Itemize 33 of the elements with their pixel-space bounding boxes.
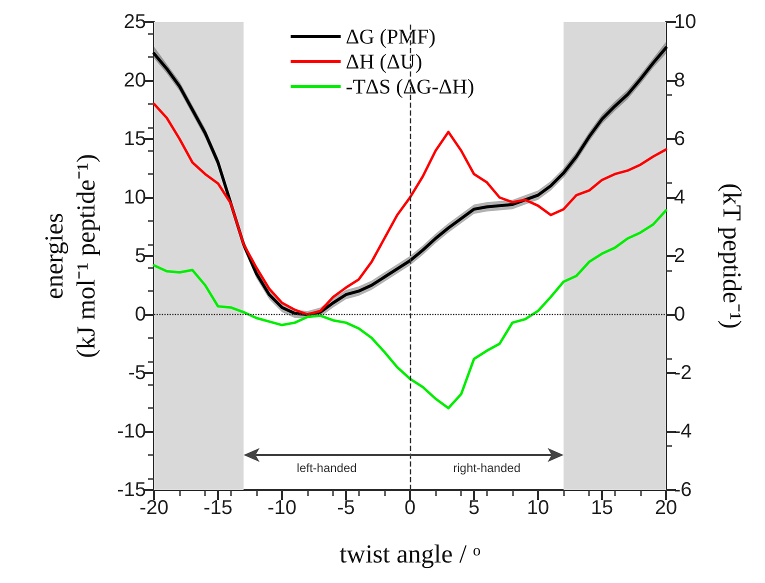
y2-axis-title: (kT peptide⁻¹)	[718, 183, 746, 329]
y-axis-title: energies (kJ mol⁻¹ peptide⁻¹)	[40, 154, 100, 358]
y-tick-label: -5	[128, 362, 146, 384]
legend-label: ΔH (ΔU)	[346, 50, 422, 74]
y2-tick-label: 2	[674, 245, 686, 267]
annotation: left-handed	[296, 461, 357, 475]
annotation: right-handed	[453, 461, 520, 475]
y-tick-label: -10	[117, 420, 146, 442]
y2-tick-label: -2	[674, 362, 692, 384]
y2-tick-label: 4	[674, 186, 686, 208]
x-tick-label: -5	[337, 497, 355, 519]
x-tick-label: 0	[404, 497, 416, 519]
x-tick-label: -10	[268, 497, 296, 519]
y2-tick-label: 0	[674, 304, 686, 326]
y2-tick-label: -4	[674, 420, 692, 442]
y2-tick-label: 6	[674, 128, 686, 150]
x-tick-label: 5	[468, 497, 480, 519]
x-axis-title: twist angle / ᵒ	[339, 540, 482, 568]
x-tick-label: 10	[526, 497, 550, 519]
y-tick-label: 25	[124, 11, 146, 33]
y-tick-label: 20	[124, 70, 146, 92]
y2-tick-label: 8	[674, 70, 686, 92]
line-series	[152, 102, 668, 316]
y-tick-label: 15	[124, 128, 146, 150]
x-tick-label: -15	[204, 497, 232, 519]
legend-label: -TΔS (ΔG-ΔH)	[346, 74, 474, 98]
y2-tick-label: 10	[674, 11, 696, 33]
x-tick-label: 15	[590, 497, 614, 519]
y-tick-label: 5	[134, 245, 146, 267]
y-tick-label: 10	[124, 186, 146, 208]
line-series	[152, 209, 668, 410]
y-tick-label: 0	[134, 304, 146, 326]
legend-label: ΔG (PMF)	[346, 24, 436, 48]
